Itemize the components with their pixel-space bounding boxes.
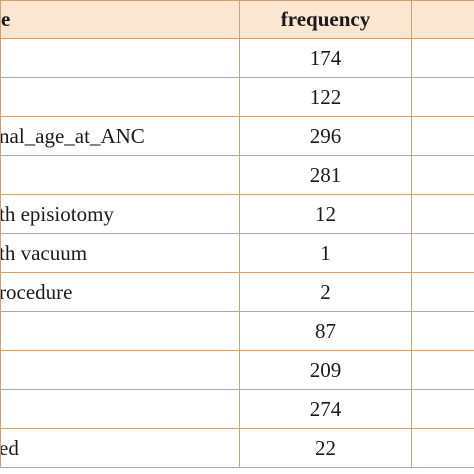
extra-cell — [411, 311, 474, 351]
header-variable-label: e — [1, 7, 11, 31]
table-row: rocedure 2 — [0, 272, 474, 312]
table-row: ed 22 — [0, 428, 474, 468]
variable-cell — [0, 155, 240, 195]
frequency-cell: 1 — [239, 233, 412, 273]
extra-cell — [411, 38, 474, 78]
frequency-cell: 174 — [239, 38, 412, 78]
variable-label: nal_age_at_ANC — [0, 123, 145, 148]
variable-cell: nal_age_at_ANC — [0, 116, 240, 156]
table-row: 209 — [0, 350, 474, 390]
variable-label: th episiotomy — [0, 201, 114, 226]
frequency-cell: 12 — [239, 194, 412, 234]
extra-cell — [411, 77, 474, 117]
frequency-cell: 274 — [239, 389, 412, 429]
table-row: 174 — [0, 38, 474, 78]
variable-cell: ed — [0, 428, 240, 468]
extra-cell — [411, 389, 474, 429]
table-row: 122 — [0, 77, 474, 117]
extra-cell — [411, 233, 474, 273]
frequency-cell: 281 — [239, 155, 412, 195]
table-row: nal_age_at_ANC 296 — [0, 116, 474, 156]
header-extra-cell — [411, 0, 474, 39]
variable-label: ed — [0, 435, 19, 460]
frequency-cell: 209 — [239, 350, 412, 390]
variable-cell — [0, 38, 240, 78]
frequency-cell: 87 — [239, 311, 412, 351]
extra-cell — [411, 272, 474, 312]
extra-cell — [411, 350, 474, 390]
extra-cell — [411, 194, 474, 234]
table-row: 274 — [0, 389, 474, 429]
header-variable-cell: e — [0, 0, 240, 39]
table-header-row: e frequency — [0, 0, 474, 39]
variable-cell — [0, 311, 240, 351]
variable-cell — [0, 389, 240, 429]
variable-cell: th vacuum — [0, 233, 240, 273]
variable-label: rocedure — [0, 279, 73, 304]
variable-label: th vacuum — [0, 240, 88, 265]
extra-cell — [411, 428, 474, 468]
frequency-cell: 22 — [239, 428, 412, 468]
table-row: 281 — [0, 155, 474, 195]
extra-cell — [411, 116, 474, 156]
variable-cell: rocedure — [0, 272, 240, 312]
frequency-cell: 2 — [239, 272, 412, 312]
variable-cell: th episiotomy — [0, 194, 240, 234]
frequency-cell: 296 — [239, 116, 412, 156]
header-frequency-label: frequency — [280, 7, 371, 31]
table-row: th vacuum 1 — [0, 233, 474, 273]
frequency-cell: 122 — [239, 77, 412, 117]
header-frequency-cell: frequency — [239, 0, 412, 39]
table-row: th episiotomy 12 — [0, 194, 474, 234]
extra-cell — [411, 155, 474, 195]
variable-cell — [0, 350, 240, 390]
variable-cell — [0, 77, 240, 117]
table-row: 87 — [0, 311, 474, 351]
